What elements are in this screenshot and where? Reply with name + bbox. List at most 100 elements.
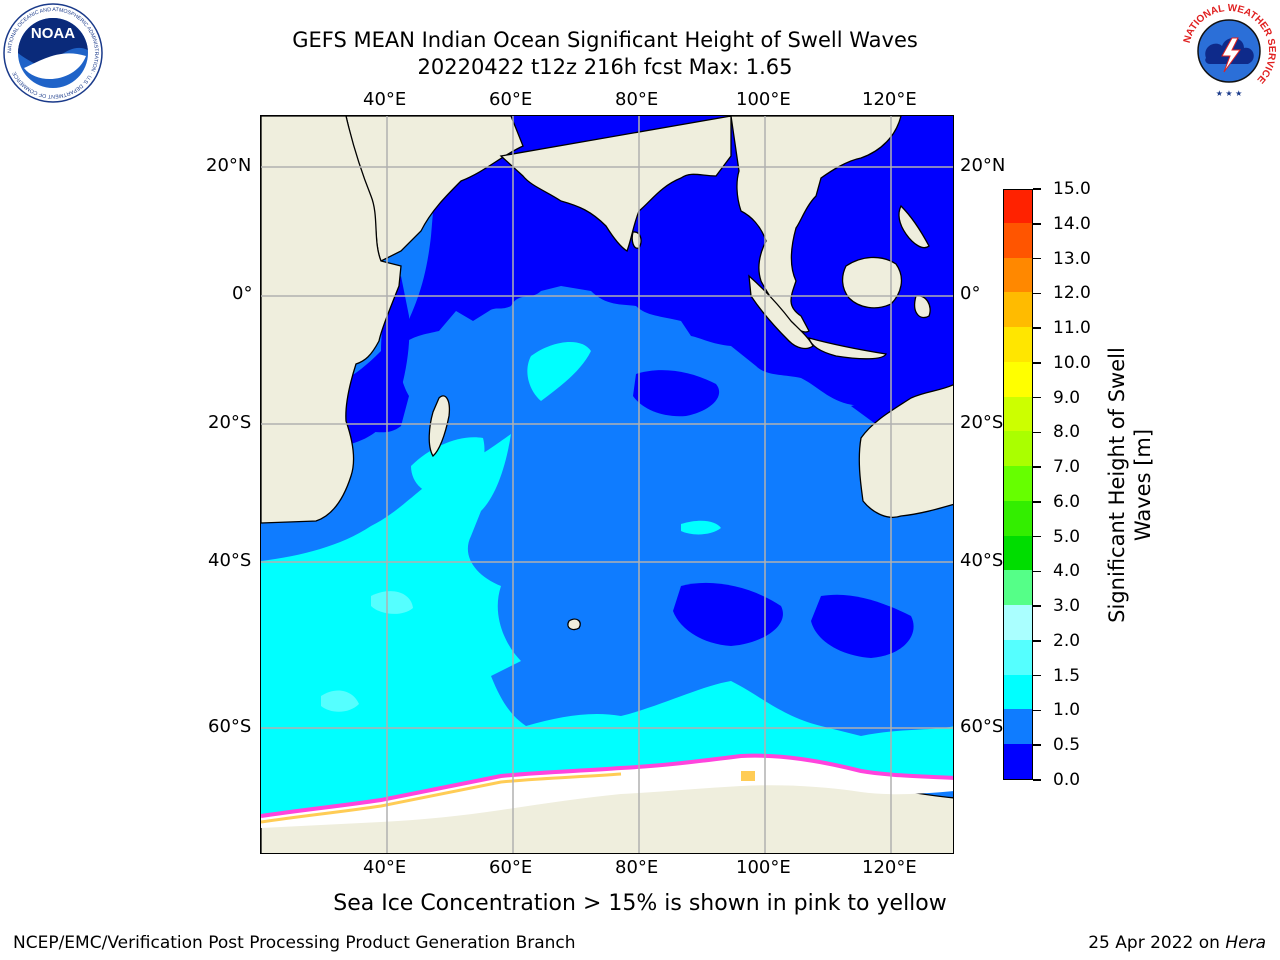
colorbar-segment bbox=[1004, 709, 1032, 745]
colorbar-tick bbox=[1033, 744, 1041, 746]
land-philippines bbox=[898, 204, 930, 249]
svg-text:★ ★ ★: ★ ★ ★ bbox=[1216, 89, 1243, 98]
land-madagascar bbox=[428, 395, 451, 457]
footer-credit: NCEP/EMC/Verification Post Processing Pr… bbox=[13, 933, 576, 953]
noaa-logo: NOAA NATIONAL OCEANIC AND ATMOSPHERIC AD… bbox=[2, 2, 104, 104]
colorbar-segment bbox=[1004, 190, 1032, 223]
colorbar-segment bbox=[1004, 361, 1032, 397]
ocean-15-20-patch-1 bbox=[321, 690, 359, 712]
lon-label-bottom-40e: 40°E bbox=[363, 857, 407, 878]
colorbar-tick bbox=[1033, 188, 1041, 190]
land-borneo bbox=[841, 256, 903, 309]
colorbar-tick-label: 0.0 bbox=[1053, 770, 1081, 790]
noaa-logo-text: NOAA bbox=[31, 25, 75, 42]
colorbar-tick bbox=[1033, 396, 1041, 399]
colorbar-tick-label: 8.0 bbox=[1053, 422, 1081, 443]
colorbar-segment bbox=[1004, 535, 1032, 571]
lon-label-bottom-100e: 100°E bbox=[736, 857, 791, 878]
land-java bbox=[808, 337, 887, 360]
colorbar-segment bbox=[1004, 639, 1032, 675]
lat-label-left-40s: 40°S bbox=[208, 550, 252, 571]
ocean-15-20-patch-2 bbox=[371, 591, 413, 614]
colorbar bbox=[1003, 189, 1033, 780]
ocean-10-15-patch-1 bbox=[527, 341, 591, 401]
colorbar-tick-label: 7.0 bbox=[1053, 457, 1081, 478]
footer-date: 25 Apr 2022 on Hera bbox=[1088, 933, 1266, 953]
nws-logo: NATIONAL WEATHER SERVICE ★ ★ ★ bbox=[1180, 2, 1278, 100]
chart-title: GEFS MEAN Indian Ocean Significant Heigh… bbox=[292, 28, 918, 52]
lat-label-right-20n: 20°N bbox=[960, 155, 1006, 176]
ocean-10-15-patch-2 bbox=[411, 437, 485, 496]
swell-height-map bbox=[260, 115, 954, 854]
colorbar-tick-label: 10.0 bbox=[1053, 352, 1091, 373]
ocean-00-05-south-2 bbox=[811, 594, 914, 658]
colorbar-tick bbox=[1033, 570, 1041, 573]
colorbar-segment bbox=[1004, 569, 1032, 606]
colorbar-tick bbox=[1033, 466, 1041, 468]
colorbar-segment bbox=[1004, 500, 1032, 536]
lon-label-top-80e: 80°E bbox=[615, 89, 659, 110]
lon-label-top-120e: 120°E bbox=[862, 89, 917, 110]
colorbar-tick-label: 0.5 bbox=[1053, 735, 1081, 756]
colorbar-tick-label: 5.0 bbox=[1053, 526, 1081, 547]
land-indochina bbox=[730, 116, 902, 333]
colorbar-tick bbox=[1033, 292, 1041, 295]
lat-label-left-20n: 20°N bbox=[206, 155, 252, 176]
colorbar-tick bbox=[1033, 431, 1041, 434]
colorbar-segment bbox=[1004, 604, 1032, 640]
land-africa bbox=[261, 116, 402, 524]
lat-label-right-20s: 20°S bbox=[960, 412, 1004, 433]
colorbar-tick bbox=[1033, 605, 1041, 607]
colorbar-segment bbox=[1004, 396, 1032, 432]
lat-label-right-0: 0° bbox=[960, 283, 981, 304]
colorbar-title: Significant Height of Swell Waves [m] bbox=[1105, 347, 1155, 623]
colorbar-tick-label: 6.0 bbox=[1053, 491, 1081, 512]
sea-ice-edge-pink bbox=[261, 753, 953, 818]
ocean-00-05-south-1 bbox=[673, 582, 783, 646]
lon-label-bottom-120e: 120°E bbox=[862, 857, 917, 878]
colorbar-tick bbox=[1033, 327, 1041, 329]
colorbar-tick bbox=[1033, 779, 1041, 781]
lat-label-right-60s: 60°S bbox=[960, 716, 1004, 737]
colorbar-tick bbox=[1033, 223, 1041, 225]
colorbar-tick bbox=[1033, 257, 1041, 260]
colorbar-tick bbox=[1033, 535, 1041, 538]
lat-label-left-60s: 60°S bbox=[208, 716, 252, 737]
ocean-00-05-west bbox=[341, 276, 410, 446]
sea-ice-patch bbox=[741, 771, 755, 781]
colorbar-tick bbox=[1033, 640, 1041, 642]
lat-label-right-40s: 40°S bbox=[960, 550, 1004, 571]
colorbar-segment bbox=[1004, 674, 1032, 710]
lon-label-bottom-80e: 80°E bbox=[615, 857, 659, 878]
colorbar-tick-label: 14.0 bbox=[1053, 213, 1091, 234]
lat-label-left-0: 0° bbox=[232, 283, 253, 304]
lon-label-top-60e: 60°E bbox=[489, 89, 533, 110]
ocean-10-15-region bbox=[261, 434, 953, 816]
ocean-10-15-patch-3 bbox=[681, 520, 721, 535]
colorbar-segment bbox=[1004, 465, 1032, 501]
grid-lines bbox=[261, 116, 953, 853]
colorbar-tick-label: 13.0 bbox=[1053, 248, 1091, 269]
colorbar-tick bbox=[1033, 674, 1041, 677]
chart-subtitle: 20220422 t12z 216h fcst Max: 1.65 bbox=[417, 55, 793, 79]
colorbar-tick-label: 12.0 bbox=[1053, 283, 1091, 304]
colorbar-segment bbox=[1004, 430, 1032, 467]
land-sulawesi bbox=[914, 295, 931, 319]
colorbar-tick-label: 15.0 bbox=[1053, 179, 1091, 199]
sea-ice-note: Sea Ice Concentration > 15% is shown in … bbox=[333, 891, 947, 916]
colorbar-tick bbox=[1033, 362, 1041, 364]
colorbar-tick-label: 1.0 bbox=[1053, 700, 1081, 721]
lon-label-top-100e: 100°E bbox=[736, 89, 791, 110]
colorbar-segment bbox=[1004, 222, 1032, 258]
sea-ice-edge-yellow bbox=[261, 772, 622, 824]
ocean-00-05-central bbox=[633, 370, 720, 417]
colorbar-tick bbox=[1033, 501, 1041, 503]
lon-label-top-40e: 40°E bbox=[363, 89, 407, 110]
colorbar-tick-label: 4.0 bbox=[1053, 561, 1081, 582]
lat-label-left-20s: 20°S bbox=[208, 412, 252, 433]
colorbar-segment bbox=[1004, 743, 1032, 779]
colorbar-segment bbox=[1004, 291, 1032, 328]
colorbar-tick-label: 3.0 bbox=[1053, 596, 1081, 617]
colorbar-tick-label: 9.0 bbox=[1053, 387, 1081, 408]
sea-ice-region bbox=[261, 755, 953, 828]
